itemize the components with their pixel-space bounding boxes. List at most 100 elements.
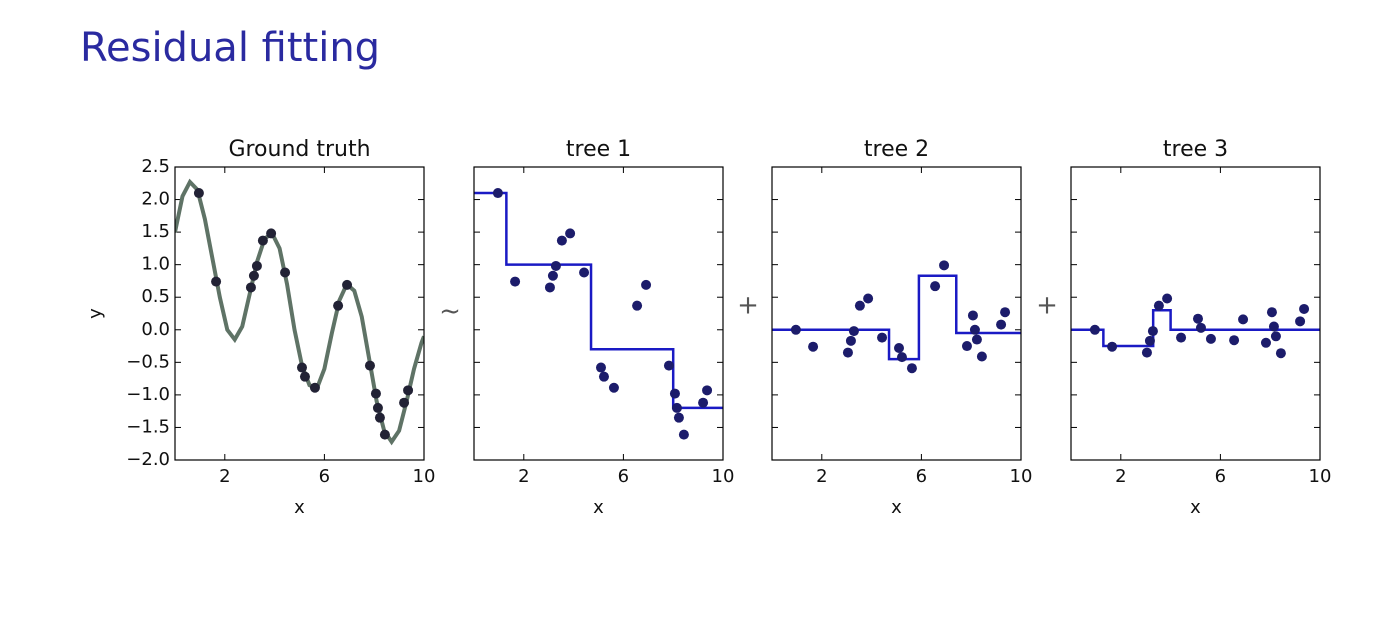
data-point <box>842 347 853 358</box>
x-tick-label: 10 <box>1010 466 1033 487</box>
data-point <box>1147 326 1158 337</box>
y-tick-label: 0.0 <box>141 319 170 340</box>
x-tick-label: 10 <box>1309 466 1332 487</box>
y-tick-label: 2.5 <box>141 156 170 177</box>
y-axis-label: y <box>85 308 106 319</box>
data-point <box>492 188 503 199</box>
data-point <box>1153 300 1164 311</box>
data-point <box>1229 335 1240 346</box>
plot-frame <box>473 166 724 461</box>
x-tick-label: 2 <box>518 466 529 487</box>
chart-title: tree 1 <box>566 137 631 162</box>
data-point <box>663 360 674 371</box>
data-point <box>372 402 383 413</box>
data-point <box>1176 332 1187 343</box>
data-point <box>1192 313 1203 324</box>
data-point <box>193 188 204 199</box>
data-point <box>1270 331 1281 342</box>
data-point <box>1268 321 1279 332</box>
data-point <box>967 310 978 321</box>
data-point <box>1144 335 1155 346</box>
y-tick-label: 0.5 <box>141 286 170 307</box>
data-point <box>403 385 414 396</box>
data-point <box>266 228 277 239</box>
data-point <box>669 388 680 399</box>
x-tick-label: 10 <box>712 466 735 487</box>
data-point <box>893 343 904 354</box>
data-point <box>702 385 713 396</box>
operator: + <box>737 291 759 321</box>
data-point <box>930 281 941 292</box>
data-point <box>790 324 801 335</box>
plot-frame <box>1070 166 1321 461</box>
data-point <box>1275 348 1286 359</box>
y-tick-label: −2.0 <box>126 449 170 470</box>
data-point <box>1000 307 1011 318</box>
x-tick-label: 6 <box>916 466 927 487</box>
data-point <box>996 319 1007 330</box>
data-point <box>379 429 390 440</box>
data-point <box>1299 303 1310 314</box>
data-point <box>906 363 917 374</box>
y-tick-label: 1.5 <box>141 221 170 242</box>
data-point <box>673 412 684 423</box>
data-point <box>863 293 874 304</box>
x-axis-label: x <box>294 497 305 518</box>
data-point <box>641 279 652 290</box>
data-point <box>1162 293 1173 304</box>
data-point <box>678 429 689 440</box>
data-point <box>333 300 344 311</box>
y-tick-label: −1.0 <box>126 384 170 405</box>
x-axis-label: x <box>891 497 902 518</box>
data-point <box>544 282 555 293</box>
data-point <box>556 235 567 246</box>
data-point <box>976 351 987 362</box>
plot-frame <box>174 166 425 461</box>
data-point <box>1089 324 1100 335</box>
data-point <box>877 332 888 343</box>
data-point <box>608 382 619 393</box>
data-point <box>211 276 222 287</box>
data-point <box>1195 322 1206 333</box>
x-axis-label: x <box>1190 497 1201 518</box>
data-point <box>896 352 907 363</box>
data-point <box>342 279 353 290</box>
data-point <box>547 270 558 281</box>
data-point <box>280 267 291 278</box>
data-point <box>1266 307 1277 318</box>
x-tick-label: 6 <box>319 466 330 487</box>
data-point <box>550 260 561 271</box>
x-tick-label: 10 <box>413 466 436 487</box>
y-tick-label: −1.5 <box>126 416 170 437</box>
data-point <box>632 300 643 311</box>
data-point <box>1238 314 1249 325</box>
chart-title: tree 2 <box>864 137 929 162</box>
data-point <box>1295 316 1306 327</box>
y-tick-label: 2.0 <box>141 189 170 210</box>
data-point <box>1205 333 1216 344</box>
data-point <box>579 267 590 278</box>
x-tick-label: 2 <box>1115 466 1126 487</box>
data-point <box>374 412 385 423</box>
data-point <box>251 260 262 271</box>
data-point <box>1107 341 1118 352</box>
data-point <box>309 382 320 393</box>
x-axis-label: x <box>593 497 604 518</box>
y-tick-label: −0.5 <box>126 351 170 372</box>
data-point <box>1141 347 1152 358</box>
data-point <box>671 402 682 413</box>
data-point <box>364 360 375 371</box>
data-point <box>845 335 856 346</box>
data-point <box>399 397 410 408</box>
slide-title: Residual fitting <box>80 25 380 71</box>
data-point <box>1260 337 1271 348</box>
data-point <box>598 371 609 382</box>
operator: ~ <box>439 297 461 327</box>
y-tick-label: 1.0 <box>141 254 170 275</box>
data-point <box>248 270 259 281</box>
data-point <box>698 397 709 408</box>
data-point <box>854 300 865 311</box>
x-tick-label: 2 <box>219 466 230 487</box>
data-point <box>296 362 307 373</box>
